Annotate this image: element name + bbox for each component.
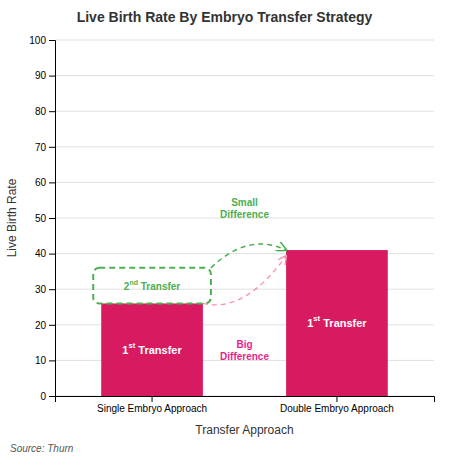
y-tick-label: 50	[35, 213, 47, 224]
y-tick-mark	[49, 147, 55, 148]
y-tick-label: 10	[35, 355, 47, 366]
x-tick: Double Embryo Approach	[280, 396, 394, 414]
y-tick-label: 40	[35, 248, 47, 259]
x-tick-label: Single Embryo Approach	[97, 403, 207, 414]
y-tick-label: 100	[29, 35, 46, 46]
y-axis: 0 10 20 30 40 50 60 70 80 90 100	[29, 35, 55, 402]
x-axis: Single Embryo Approach Double Embryo Appr…	[56, 396, 435, 414]
y-tick: 30	[35, 284, 55, 295]
y-tick: 100	[29, 35, 55, 46]
y-tick-mark	[49, 218, 55, 219]
y-tick-label: 30	[35, 284, 47, 295]
grid-line	[55, 146, 434, 147]
y-tick-mark	[49, 182, 55, 183]
bar	[286, 250, 388, 396]
dashed-box	[93, 268, 211, 304]
annotations: 1st Transfer 1st Transfer 2nd Transfer Smal…	[122, 197, 367, 362]
chart: 0 10 20 30 40 50 60 70 80 90 100 Single Embryo Appr…	[0, 0, 449, 458]
y-tick-mark	[49, 325, 55, 326]
y-tick: 60	[35, 177, 55, 188]
source: Source: Thurn	[10, 443, 74, 454]
y-tick-mark	[49, 396, 55, 397]
y-tick-mark	[49, 111, 55, 112]
y-tick-mark	[49, 360, 55, 361]
x-tick-mark	[336, 396, 337, 402]
y-tick: 80	[35, 106, 55, 117]
grid-line	[55, 75, 434, 76]
grid-line	[55, 182, 434, 183]
arrow	[203, 256, 286, 305]
annotation: BigDifference	[220, 338, 269, 361]
grid	[55, 40, 434, 396]
y-tick-mark	[49, 40, 55, 41]
grid-line	[55, 111, 434, 112]
y-tick-label: 90	[35, 70, 47, 81]
arrow	[211, 244, 286, 268]
bar-label: 1st Transfer	[122, 341, 182, 356]
y-tick: 0	[40, 391, 55, 402]
y-tick: 20	[35, 320, 55, 331]
y-tick-mark	[49, 76, 55, 77]
y-tick-label: 60	[35, 177, 47, 188]
y-tick: 70	[35, 142, 55, 153]
annotation: 2nd Transfer	[124, 279, 180, 292]
bar	[101, 303, 203, 396]
y-axis-line	[49, 41, 56, 397]
title: Live Birth Rate By Embryo Transfer Strat…	[77, 9, 373, 25]
x-tick-mark	[152, 396, 153, 402]
grid-line	[55, 40, 434, 41]
annotation: SmallDifference	[220, 197, 269, 220]
x-axis-title: Transfer Approach	[195, 423, 293, 437]
y-tick: 40	[35, 248, 55, 259]
y-tick: 50	[35, 213, 55, 224]
y-tick-mark	[49, 254, 55, 255]
y-tick-label: 70	[35, 142, 47, 153]
y-tick-label: 0	[40, 391, 46, 402]
plot-area	[93, 250, 388, 396]
x-tick-label: Double Embryo Approach	[280, 403, 394, 414]
y-axis-title: Live Birth Rate	[5, 178, 19, 257]
x-tick: Single Embryo Approach	[97, 396, 207, 414]
y-tick-label: 20	[35, 320, 47, 331]
y-tick: 10	[35, 355, 55, 366]
bar-label: 1st Transfer	[307, 314, 367, 329]
y-tick: 90	[35, 70, 55, 81]
y-tick-mark	[49, 289, 55, 290]
y-tick-label: 80	[35, 106, 47, 117]
x-axis-line	[56, 397, 435, 403]
